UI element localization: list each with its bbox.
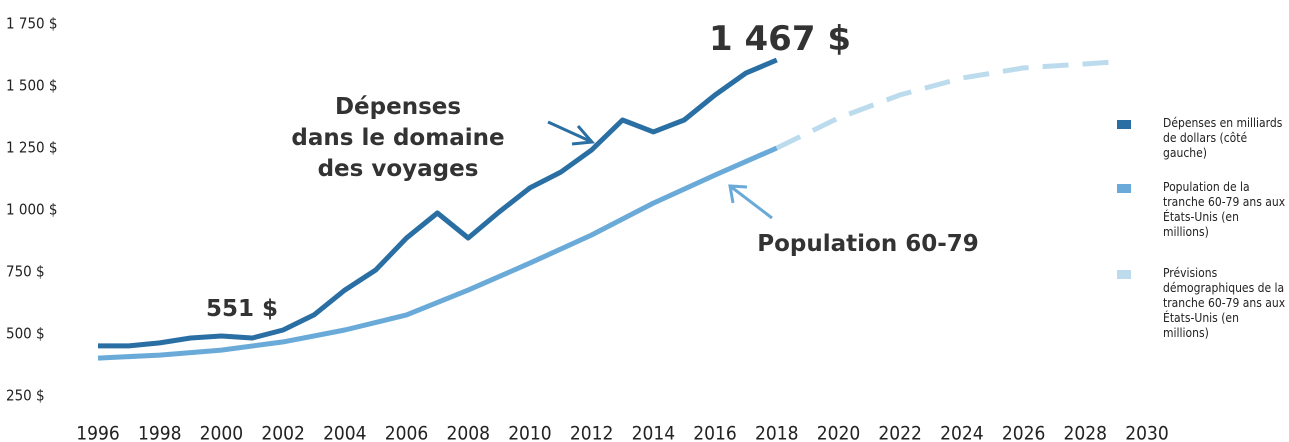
annotation-line: 1 467 $: [709, 19, 851, 59]
series-line: [98, 57, 778, 349]
series-line: [97, 145, 778, 361]
x-tick-label: 2016: [693, 423, 737, 442]
legend-label: Dépenses en milliards de dollars (côté g…: [1163, 116, 1283, 160]
y-tick-label: 1 000 $: [6, 201, 58, 219]
annotation-line: dans le domaine: [291, 125, 504, 151]
x-tick-label: 2022: [878, 423, 922, 442]
x-tick-label: 2030: [1125, 423, 1169, 442]
annotation-line: Population 60-79: [757, 231, 979, 257]
y-tick-label: 250 $: [6, 387, 45, 405]
y-tick-label: 500 $: [6, 325, 45, 343]
arrow: [728, 184, 773, 220]
legend-label: Population de la tranche 60-79 ans aux É…: [1163, 180, 1286, 239]
series-line: [775, 59, 1117, 151]
y-tick-label: 1 750 $: [6, 15, 58, 33]
x-tick-label: 2018: [755, 423, 799, 442]
x-tick-label: 2008: [446, 423, 490, 442]
y-tick-label: 1 500 $: [6, 77, 58, 95]
x-tick-label: 2012: [570, 423, 614, 442]
x-tick-label: 2006: [385, 423, 429, 442]
x-tick-label: 1996: [76, 423, 120, 442]
x-tick-label: 2004: [323, 423, 367, 442]
annotation-line: 551 $: [206, 296, 278, 322]
y-tick-label: 1 250 $: [6, 139, 58, 157]
legend-swatch: [1117, 270, 1131, 279]
arrows: [547, 120, 773, 220]
legend-swatch: [1117, 120, 1131, 129]
x-tick-label: 2000: [200, 423, 244, 442]
annotation: Population 60-79: [757, 231, 979, 257]
annotation: 551 $: [206, 296, 278, 322]
x-tick-label: 2014: [632, 423, 676, 442]
x-tick-label: 2010: [508, 423, 552, 442]
x-tick-label: 2024: [940, 423, 984, 442]
x-tick-label: 1998: [138, 423, 182, 442]
annotation: Dépenses dans le domaine des voyages: [291, 94, 504, 182]
x-tick-label: 2020: [817, 423, 861, 442]
legend-swatch: [1117, 184, 1131, 193]
annotation-line: Dépenses: [335, 94, 461, 120]
x-tick-label: 2002: [261, 423, 305, 442]
annotation-line: des voyages: [318, 156, 479, 182]
x-tick-label: 2026: [1002, 423, 1046, 442]
y-tick-label: 750 $: [6, 263, 45, 281]
arrow: [547, 120, 596, 146]
annotation: 1 467 $: [709, 19, 851, 59]
x-tick-label: 2028: [1064, 423, 1108, 442]
legend-label: Prévisions démographiques de la tranche …: [1163, 266, 1286, 340]
